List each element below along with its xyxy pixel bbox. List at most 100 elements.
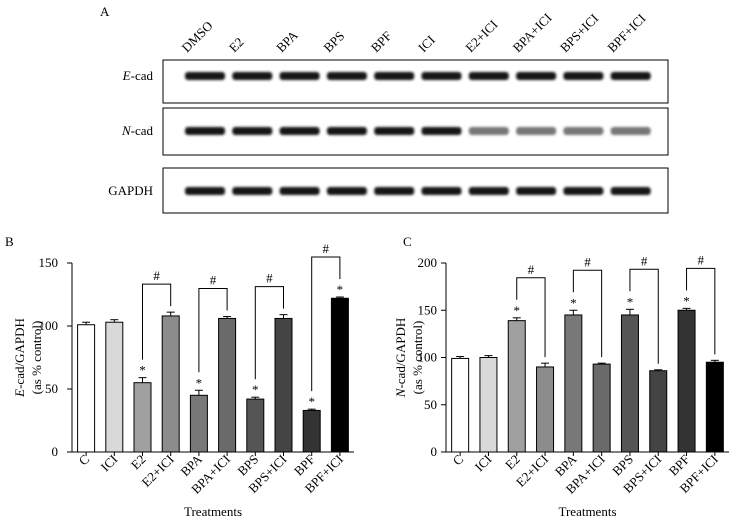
blot-band <box>185 127 225 135</box>
lane-label: BPF+ICI <box>604 11 648 55</box>
blot-band <box>374 127 415 135</box>
y-axis-label: N-cad/GAPDH <box>393 318 408 398</box>
significance-marker: * <box>196 375 203 390</box>
significance-marker: * <box>252 382 259 397</box>
significance-marker: * <box>337 282 344 297</box>
bracket <box>572 269 603 358</box>
blot-band <box>516 72 557 80</box>
blot-frame <box>162 107 669 156</box>
bar <box>105 321 124 453</box>
y-tick-label: 0 <box>431 444 438 459</box>
bar <box>330 297 349 453</box>
bracket <box>686 267 716 355</box>
blot-band <box>185 72 225 80</box>
y-tick-label: 100 <box>418 350 438 365</box>
x-tick-label: E2+ICI <box>139 452 177 490</box>
blot-band <box>563 72 604 80</box>
significance-marker: * <box>683 293 690 308</box>
blot-band <box>279 72 320 80</box>
x-tick-label: E2 <box>128 452 149 473</box>
blot-band <box>468 127 509 135</box>
bracket <box>516 277 546 358</box>
blot-band <box>610 127 651 135</box>
blot-band <box>279 127 320 135</box>
x-tick-label: C <box>450 452 467 469</box>
y-tick-label: 150 <box>39 255 59 270</box>
x-axis-label: Treatments <box>558 504 616 519</box>
bar <box>218 317 237 453</box>
significance-marker: * <box>627 294 634 309</box>
significance-marker: * <box>570 295 577 310</box>
lane-label: BPS+ICI <box>557 11 601 55</box>
x-tick-label: C <box>75 452 92 469</box>
significance-marker: * <box>308 394 315 409</box>
bracket-label: # <box>210 273 217 288</box>
lane-label: BPF <box>368 28 395 55</box>
bracket <box>198 288 228 373</box>
blot-band <box>232 72 273 80</box>
lane-label: BPA <box>273 27 301 55</box>
significance-marker: * <box>514 303 521 318</box>
blot-frame <box>162 59 669 104</box>
bar <box>451 357 470 453</box>
blot-band <box>421 72 462 80</box>
panel-label: A <box>100 4 110 19</box>
bracket-label: # <box>153 268 160 283</box>
blot-band <box>563 127 604 135</box>
bracket-label: # <box>697 252 704 267</box>
x-tick-label: ICI <box>472 452 495 475</box>
blot-frame <box>162 167 669 214</box>
y-axis-label: (as % control) <box>29 321 44 395</box>
bracket <box>254 286 284 380</box>
y-axis-label: (as % control) <box>410 321 425 395</box>
y-tick-label: 50 <box>424 397 437 412</box>
blot-band <box>468 72 509 80</box>
lane-label: E2 <box>226 34 247 55</box>
bracket <box>311 256 341 392</box>
panel-label: C <box>403 234 412 249</box>
bar <box>564 314 583 453</box>
blot-band <box>326 187 367 195</box>
blot-band <box>421 187 462 195</box>
blot-band <box>374 72 415 80</box>
blot-band <box>279 187 320 195</box>
bar <box>161 315 180 453</box>
bar <box>592 363 611 453</box>
bar <box>479 357 498 453</box>
lane-label: BPA+ICI <box>510 10 555 55</box>
bar <box>705 361 724 453</box>
row-label: E-cad <box>122 68 154 83</box>
blot-band <box>232 187 273 195</box>
y-axis-label: E-cad/GAPDH <box>12 318 27 398</box>
x-tick-label: E2 <box>502 452 523 473</box>
x-tick-label: ICI <box>98 452 121 475</box>
bar <box>536 366 555 453</box>
bar <box>677 309 696 453</box>
blot-band <box>232 127 273 135</box>
bracket-label: # <box>584 254 591 269</box>
bar <box>649 370 668 453</box>
blot-band <box>516 187 557 195</box>
bracket-label: # <box>323 241 330 256</box>
blot-band <box>468 187 509 195</box>
bar <box>620 314 639 453</box>
blot-band <box>610 187 651 195</box>
bracket <box>629 268 659 364</box>
bracket-label: # <box>266 271 273 286</box>
blot-band <box>563 187 604 195</box>
bar <box>274 317 293 453</box>
blot-band <box>326 127 367 135</box>
lane-label: E2+ICI <box>462 17 500 55</box>
lane-label: BPS <box>320 28 347 55</box>
bracket-label: # <box>641 253 648 268</box>
y-tick-label: 200 <box>418 255 438 270</box>
bar <box>133 382 152 453</box>
bar <box>77 324 96 453</box>
y-tick-label: 100 <box>39 318 59 333</box>
x-axis-label: Treatments <box>184 504 242 519</box>
blot-band <box>185 187 225 195</box>
y-tick-label: 150 <box>418 302 438 317</box>
bracket <box>142 283 172 360</box>
bar <box>246 398 265 453</box>
